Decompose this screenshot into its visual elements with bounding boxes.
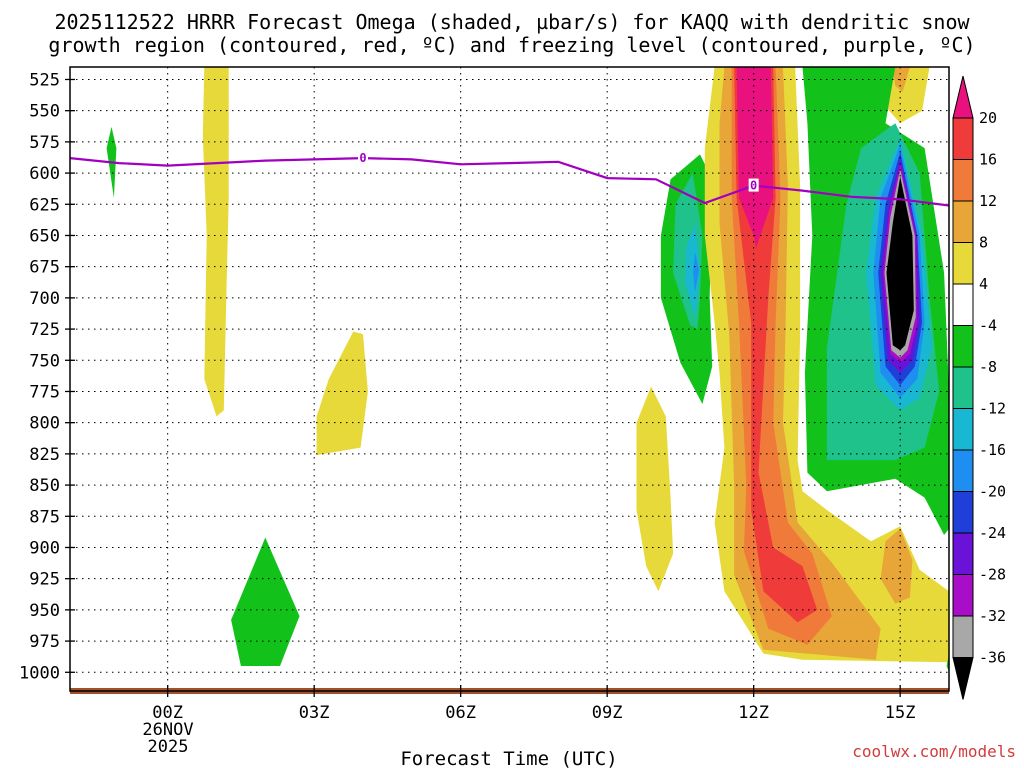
gridlines xyxy=(70,67,949,691)
x-axis-label: Forecast Time (UTC) xyxy=(400,748,617,768)
colorbar-label-20: 20 xyxy=(979,109,997,127)
y-axis: 525 550 575 600 625 650 675 700 725 750 775 800 825 8… xyxy=(19,70,75,683)
y-tick-label-1000: 1000 xyxy=(19,663,60,683)
y-tick-label-725: 725 xyxy=(29,320,60,340)
y-tick-label-550: 550 xyxy=(29,102,60,122)
colorbar-bin-1 xyxy=(952,117,974,160)
y-tick-label-950: 950 xyxy=(29,601,60,621)
omega-shading-layer xyxy=(106,67,949,673)
colorbar-label--20: -20 xyxy=(979,483,1006,501)
x-tick-label-09Z: 09Z xyxy=(592,703,623,723)
colorbar-label--4: -4 xyxy=(979,317,997,335)
omega-region-cyan-region-11z xyxy=(685,223,700,318)
y-tick-label-625: 625 xyxy=(29,195,60,215)
colorbar-bin-4 xyxy=(952,242,974,285)
colorbar-bin-12 xyxy=(952,574,974,617)
omega-region-black-region-15z xyxy=(886,176,914,351)
chart-title-line1: 2025112522 HRRR Forecast Omega (shaded, … xyxy=(54,10,970,34)
y-tick-label-750: 750 xyxy=(29,351,60,371)
y-tick-label-600: 600 xyxy=(29,164,60,184)
colorbar-bin-9 xyxy=(952,449,974,492)
x-tick-label-03Z: 03Z xyxy=(299,703,330,723)
x-tick-label-15Z: 15Z xyxy=(885,703,916,723)
colorbar-bin-8 xyxy=(952,408,974,451)
freezing-level-label-bg-1 xyxy=(748,178,759,192)
freezing-level-line xyxy=(70,156,949,207)
y-tick-label-525: 525 xyxy=(29,70,60,90)
y-tick-label-850: 850 xyxy=(29,476,60,496)
omega-region-yellow-blob-04z xyxy=(316,331,368,456)
plot-frame xyxy=(69,66,950,692)
y-tick-label-700: 700 xyxy=(29,289,60,309)
omega-region-yellow-column-01z xyxy=(202,67,229,417)
omega-region-green-blob-02z xyxy=(231,537,300,666)
y-tick-label-775: 775 xyxy=(29,382,60,402)
colorbar-bin-10 xyxy=(952,491,974,534)
colorbar-top-arrow xyxy=(952,75,974,119)
colorbar-label-8: 8 xyxy=(979,234,988,252)
chart-title-line2: growth region (contoured, red, ºC) and f… xyxy=(48,33,975,57)
colorbar-label-12: 12 xyxy=(979,192,997,210)
colorbar-bin-3 xyxy=(952,200,974,243)
freezing-level-label-bg-0 xyxy=(358,151,368,165)
colorbar-label-4: 4 xyxy=(979,275,988,293)
omega-region-yellow-blob-10z xyxy=(636,386,674,592)
date-label-line1: 26NOV xyxy=(142,720,193,740)
freezing-level-label-0: 0 xyxy=(359,151,366,165)
y-tick-label-825: 825 xyxy=(29,445,60,465)
colorbar-label-16: 16 xyxy=(979,151,997,169)
colorbar-label--32: -32 xyxy=(979,607,1006,625)
x-axis: 00Z 03Z 06Z 09Z 12Z 15Z xyxy=(152,685,916,723)
freezing-level-layer: 00 xyxy=(70,151,949,207)
y-tick-label-675: 675 xyxy=(29,258,60,278)
x-tick-label-12Z: 12Z xyxy=(738,703,769,723)
y-tick-label-900: 900 xyxy=(29,538,60,558)
date-label-line2: 2025 xyxy=(148,737,189,757)
omega-region-magenta-column-12z xyxy=(736,67,774,248)
colorbar-label--28: -28 xyxy=(979,566,1006,584)
colorbar-label--16: -16 xyxy=(979,441,1006,459)
x-tick-label-06Z: 06Z xyxy=(445,703,476,723)
y-tick-label-975: 975 xyxy=(29,632,60,652)
omega-region-blue-spot-11z xyxy=(693,251,699,292)
colorbar-bin-2 xyxy=(952,159,974,202)
omega-region-orange-top-15z xyxy=(892,67,910,92)
y-tick-label-875: 875 xyxy=(29,507,60,527)
colorbar: 20 16 12 8 4 -4 -8 -12 -16 -20 -24 -28 -32 -36 xyxy=(952,75,1006,700)
colorbar-bottom-arrow xyxy=(952,657,974,700)
colorbar-bin-5 xyxy=(952,283,974,326)
colorbar-label--8: -8 xyxy=(979,358,997,376)
y-tick-label-650: 650 xyxy=(29,226,60,246)
freezing-level-label-1: 0 xyxy=(750,179,757,193)
colorbar-label--24: -24 xyxy=(979,524,1006,542)
y-tick-label-575: 575 xyxy=(29,133,60,153)
y-tick-label-925: 925 xyxy=(29,570,60,590)
colorbar-bin-13 xyxy=(952,615,974,658)
x-tick-label-00Z: 00Z xyxy=(152,703,183,723)
colorbar-bin-6 xyxy=(952,325,974,368)
colorbar-bin-11 xyxy=(952,532,974,575)
colorbar-bin-7 xyxy=(952,366,974,409)
colorbar-label--12: -12 xyxy=(979,400,1006,418)
colorbar-label--36: -36 xyxy=(979,649,1006,667)
credit-text: coolwx.com/models xyxy=(852,742,1016,761)
y-tick-label-800: 800 xyxy=(29,414,60,434)
